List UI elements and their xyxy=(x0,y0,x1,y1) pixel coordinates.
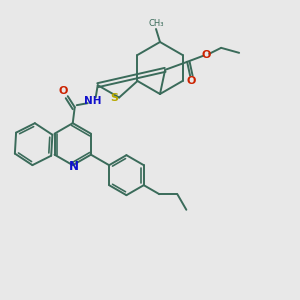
Text: O: O xyxy=(58,86,68,96)
Text: O: O xyxy=(186,76,196,86)
Text: NH: NH xyxy=(84,96,101,106)
Text: CH₃: CH₃ xyxy=(148,20,164,28)
Text: O: O xyxy=(201,50,211,60)
Text: N: N xyxy=(69,160,79,173)
Text: S: S xyxy=(110,92,118,103)
